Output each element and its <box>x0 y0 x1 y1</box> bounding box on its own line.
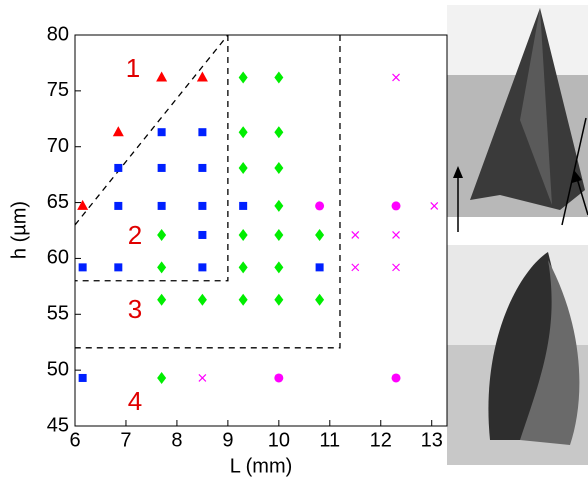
x-tick-label: 12 <box>370 429 392 451</box>
square-marker <box>114 163 123 172</box>
square-marker <box>198 263 207 272</box>
x-tick-label: 6 <box>69 429 80 451</box>
square-marker <box>315 263 324 272</box>
triangle-marker <box>77 199 89 210</box>
x-tick-label: 7 <box>120 429 131 451</box>
diamond-marker <box>274 261 284 274</box>
diamond-marker <box>238 126 248 139</box>
square-marker <box>239 201 248 210</box>
circle-marker <box>391 201 401 211</box>
square-marker <box>78 263 87 272</box>
square-marker <box>157 201 166 210</box>
cross-marker <box>392 263 400 272</box>
cross-marker <box>198 374 207 382</box>
square-marker <box>198 201 207 210</box>
region-boundary <box>74 34 229 226</box>
region-label: 1 <box>126 53 140 83</box>
x-axis-label: L (mm) <box>230 455 293 477</box>
diamond-marker <box>157 261 167 274</box>
square-marker <box>157 163 166 172</box>
diamond-marker <box>274 199 284 212</box>
diamond-marker <box>238 71 248 84</box>
cross-marker <box>430 201 439 210</box>
diamond-marker <box>238 261 248 274</box>
x-tick-label: 8 <box>171 429 182 451</box>
diamond-marker <box>238 161 248 174</box>
triangle-marker <box>156 71 168 82</box>
diamond-marker <box>238 293 248 306</box>
y-tick-label: 80 <box>47 23 69 45</box>
square-marker <box>198 163 207 172</box>
y-tick-label: 50 <box>47 358 69 380</box>
square-marker <box>157 128 166 137</box>
diamond-marker <box>274 71 284 84</box>
diamond-marker <box>274 293 284 306</box>
square-marker <box>114 201 123 210</box>
triangle-marker <box>112 126 124 137</box>
cross-marker <box>392 231 400 239</box>
x-tick-label: 11 <box>319 429 340 451</box>
diamond-marker <box>274 161 284 174</box>
circle-marker <box>274 373 284 383</box>
square-marker <box>198 230 207 239</box>
x-tick-label: 10 <box>268 429 290 451</box>
region-label: 2 <box>128 220 142 250</box>
diamond-marker <box>315 293 325 306</box>
y-tick-label: 75 <box>47 79 69 101</box>
photo-top <box>447 5 588 232</box>
y-tick-label: 55 <box>47 303 69 325</box>
triangle-marker <box>196 71 208 82</box>
y-tick-label: 70 <box>47 135 69 157</box>
y-axis-label: h (µm) <box>8 201 30 259</box>
diamond-marker <box>197 293 207 306</box>
cross-marker <box>392 73 400 82</box>
diamond-marker <box>157 228 167 241</box>
photo-bottom <box>447 245 588 465</box>
region-label: 3 <box>128 294 142 324</box>
plot-frame <box>74 34 448 427</box>
diamond-marker <box>274 126 284 139</box>
circle-marker <box>391 373 401 383</box>
diamond-marker <box>238 228 248 241</box>
diamond-marker <box>157 371 167 384</box>
region-boundary <box>75 35 229 282</box>
cross-marker <box>351 263 360 272</box>
x-tick-label: 9 <box>222 429 233 451</box>
square-marker <box>78 373 87 382</box>
y-tick-label: 45 <box>47 414 69 436</box>
diamond-marker <box>274 228 284 241</box>
y-tick-label: 65 <box>47 191 69 213</box>
x-tick-label: 13 <box>421 429 443 451</box>
circle-marker <box>315 201 325 211</box>
region-label: 4 <box>128 386 142 416</box>
diamond-marker <box>315 228 325 241</box>
region-boundary <box>75 35 341 349</box>
y-tick-label: 60 <box>47 247 69 269</box>
cross-marker <box>351 231 360 239</box>
diamond-marker <box>157 293 167 306</box>
square-marker <box>198 128 207 137</box>
square-marker <box>114 263 123 272</box>
